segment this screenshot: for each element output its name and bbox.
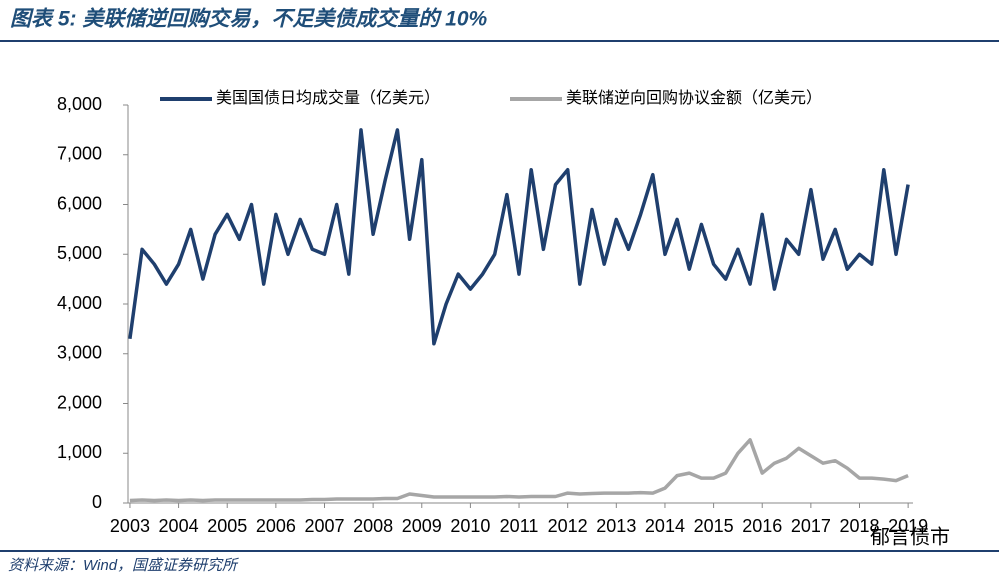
y-tick-label: 2,000 [57,392,102,412]
y-tick-label: 3,000 [57,343,102,363]
x-tick-label: 2005 [207,516,247,536]
x-tick-label: 2018 [839,516,879,536]
legend-label: 美联储逆向回购协议金额（亿美元） [566,89,822,107]
y-tick-label: 0 [92,492,102,512]
watermark: 郁言债市 [870,525,950,548]
x-tick-label: 2009 [402,516,442,536]
chart-title: 图表 5: 美联储逆回购交易，不足美债成交量的 10% [10,7,488,31]
x-tick-label: 2010 [450,516,490,536]
x-tick-label: 2011 [500,516,539,536]
y-tick-label: 5,000 [57,243,102,263]
series-line [129,438,909,503]
y-tick-label: 1,000 [57,442,102,462]
x-tick-label: 2016 [742,516,782,536]
x-tick-label: 2019 [888,516,928,536]
x-tick-label: 2014 [645,516,685,536]
source-note: 资料来源：Wind，国盛证券研究所 [8,557,239,574]
x-tick-label: 2017 [791,516,831,536]
x-tick-label: 2003 [110,516,150,536]
x-tick-label: 2007 [304,516,344,536]
y-tick-label: 7,000 [57,144,102,164]
y-tick-label: 8,000 [57,94,102,114]
x-tick-label: 2008 [353,516,393,536]
y-tick-label: 6,000 [57,193,102,213]
x-tick-label: 2006 [256,516,296,536]
y-tick-label: 4,000 [57,293,102,313]
series-line [128,128,910,346]
x-tick-label: 2012 [548,516,588,536]
x-tick-label: 2015 [694,516,734,536]
x-tick-label: 2004 [159,516,199,536]
legend-label: 美国国债日均成交量（亿美元） [216,89,440,107]
x-tick-label: 2013 [596,516,636,536]
